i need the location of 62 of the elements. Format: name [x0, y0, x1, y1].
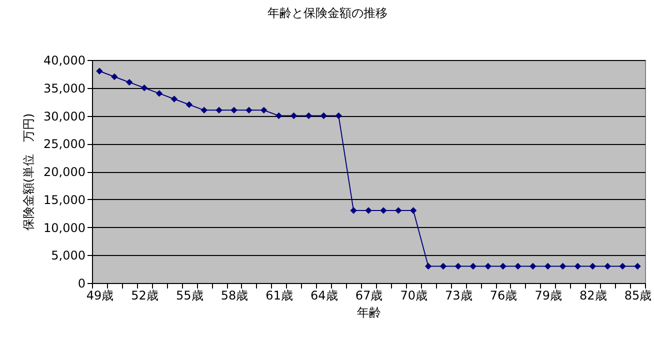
point: [126, 78, 133, 86]
point: [320, 112, 328, 120]
x-tick-label: 82歳: [580, 288, 607, 302]
y-tick-label: 30,000: [44, 109, 86, 124]
y-tick-label: 20,000: [44, 165, 86, 179]
chart-title: 年齢と保険金額の推移: [268, 6, 388, 20]
point: [246, 106, 252, 114]
point: [589, 262, 596, 270]
point: [619, 262, 626, 270]
x-tick-label: 67歳: [355, 288, 383, 302]
x-tick-label: 58歳: [220, 288, 248, 302]
point: [186, 101, 193, 108]
x-tick-label: 61歳: [266, 288, 293, 302]
point: [140, 84, 148, 92]
x-tick-label: 85歳: [624, 288, 652, 302]
point: [365, 207, 372, 214]
point: [634, 262, 641, 270]
x-tick-label: 64歳: [310, 288, 338, 302]
y-tick-label: 25,000: [44, 137, 86, 152]
point: [530, 262, 536, 270]
point: [380, 207, 387, 214]
x-tick-label: 49歳: [86, 288, 114, 302]
y-tick-label: 0: [78, 276, 86, 290]
y-tick-label: 5,000: [51, 248, 86, 263]
point: [260, 106, 268, 114]
point: [514, 262, 522, 270]
point: [111, 73, 118, 80]
point: [470, 262, 476, 270]
x-axis-title: 年齢: [357, 306, 381, 320]
y-tick-label: 10,000: [44, 220, 86, 235]
y-tick-label: 40,000: [44, 54, 86, 68]
x-tick-label: 73歳: [445, 288, 472, 302]
point: [559, 262, 566, 270]
y-tick-label: 15,000: [44, 192, 86, 207]
x-tick-label: 55歳: [176, 288, 204, 302]
point: [170, 96, 178, 102]
point: [305, 112, 312, 120]
point: [335, 112, 342, 120]
x-tick-label: 52歳: [131, 288, 158, 302]
point: [500, 262, 506, 270]
x-tick-label: 70歳: [400, 288, 428, 302]
y-tick-label: 35,000: [44, 81, 86, 96]
point: [440, 262, 447, 270]
point: [544, 262, 552, 270]
x-tick-label: 76歳: [490, 288, 518, 302]
point: [604, 262, 611, 270]
point: [395, 207, 402, 214]
point: [156, 90, 163, 97]
point: [454, 262, 462, 270]
point: [96, 68, 103, 75]
x-tick-label: 79歳: [534, 288, 562, 302]
point: [574, 262, 582, 270]
point: [230, 106, 238, 114]
point: [350, 207, 357, 214]
point: [200, 106, 208, 114]
point: [275, 112, 282, 120]
point: [216, 106, 222, 114]
point: [410, 207, 417, 214]
point: [424, 262, 432, 270]
y-axis-title: 保険金額(単位 万円): [22, 113, 36, 231]
point: [290, 112, 298, 120]
point: [484, 262, 492, 270]
